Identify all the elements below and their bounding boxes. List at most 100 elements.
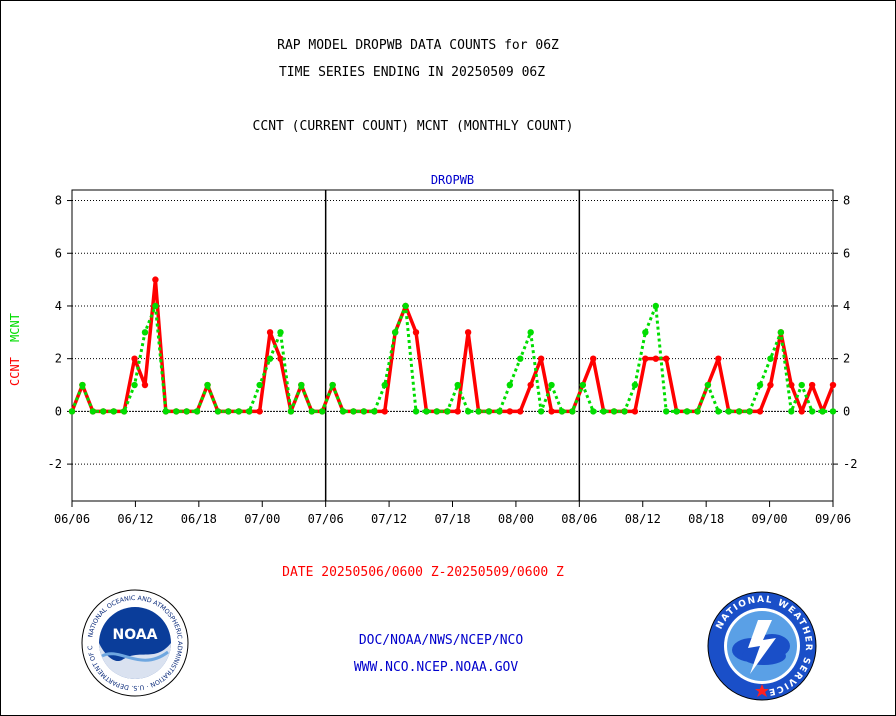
data-point-mcnt <box>569 408 576 415</box>
data-point-mcnt <box>829 408 837 415</box>
data-point-mcnt <box>350 408 357 415</box>
data-point-mcnt <box>454 381 461 389</box>
data-point-ccnt <box>652 355 659 362</box>
data-point-ccnt <box>506 408 514 415</box>
data-point-mcnt <box>600 408 607 415</box>
data-point-ccnt <box>256 408 263 415</box>
data-point-mcnt <box>631 381 639 389</box>
plot-title: DROPWB <box>431 173 474 187</box>
data-point-mcnt <box>89 408 97 415</box>
data-point-mcnt <box>579 381 587 389</box>
plot-frame <box>71 189 834 502</box>
data-point-mcnt <box>517 355 524 362</box>
y-tick-label-left: 4 <box>55 299 62 313</box>
y-tick-label-right: 2 <box>843 352 850 366</box>
data-point-ccnt <box>548 408 555 415</box>
data-point-mcnt <box>308 408 315 415</box>
data-point-mcnt <box>152 302 159 310</box>
x-tick-label: 07/12 <box>371 512 407 526</box>
data-point-mcnt <box>193 408 201 415</box>
data-point-mcnt <box>423 408 430 415</box>
data-point-ccnt <box>454 408 461 415</box>
y-tick-label-right: 8 <box>843 194 850 208</box>
data-point-ccnt <box>141 381 149 389</box>
data-point-mcnt <box>204 381 211 389</box>
data-point-mcnt <box>412 408 420 415</box>
data-point-ccnt <box>715 355 722 362</box>
data-point-mcnt <box>391 329 399 336</box>
data-point-ccnt <box>767 381 774 389</box>
data-point-mcnt <box>433 408 441 415</box>
data-point-mcnt <box>735 408 743 415</box>
website-link[interactable]: WWW.NCO.NCEP.NOAA.GOV <box>353 660 519 675</box>
series-line-ccnt <box>70 277 835 414</box>
data-point-mcnt <box>673 408 680 415</box>
data-point-mcnt <box>683 408 691 415</box>
agency-label: DOC/NOAA/NWS/NCEP/NCO <box>358 633 524 648</box>
data-point-mcnt <box>694 408 701 415</box>
data-point-ccnt <box>537 355 545 362</box>
data-point-ccnt <box>829 381 837 389</box>
data-point-mcnt <box>110 408 117 415</box>
data-point-mcnt <box>527 329 534 336</box>
data-point-mcnt <box>652 302 659 310</box>
data-point-mcnt <box>558 408 566 415</box>
data-point-mcnt <box>621 408 628 415</box>
data-point-ccnt <box>642 355 649 362</box>
data-point-mcnt <box>266 355 274 362</box>
data-point-ccnt <box>131 355 138 362</box>
data-point-mcnt <box>756 381 764 389</box>
data-point-ccnt <box>788 381 795 389</box>
x-tick-label: 07/06 <box>308 512 344 526</box>
data-point-ccnt <box>277 355 284 362</box>
data-point-mcnt <box>100 408 107 415</box>
x-tick-label: 08/18 <box>688 512 724 526</box>
data-point-mcnt <box>506 381 514 389</box>
data-point-mcnt <box>725 408 732 415</box>
noaa-logo: NOAA NATIONAL OCEANIC AND ATMOSPHERIC AD… <box>80 588 189 697</box>
data-point-mcnt <box>746 408 753 415</box>
y-tick-label-right: 0 <box>843 404 850 418</box>
y-tick-label-left: 8 <box>55 194 62 208</box>
data-point-ccnt <box>464 329 472 336</box>
data-point-mcnt <box>141 329 149 336</box>
data-point-mcnt <box>485 408 493 415</box>
data-point-ccnt <box>663 355 670 362</box>
data-point-ccnt <box>590 355 597 362</box>
data-point-mcnt <box>590 408 597 415</box>
data-point-mcnt <box>777 329 785 336</box>
data-point-mcnt <box>360 408 368 415</box>
data-point-mcnt <box>173 408 180 415</box>
y-axis-label-mcnt: MCNT <box>8 313 22 342</box>
chart-title-line3: CCNT (CURRENT COUNT) MCNT (MONTHLY COUNT… <box>252 119 574 134</box>
x-tick-label: 06/18 <box>181 512 217 526</box>
x-tick-label: 08/12 <box>625 512 661 526</box>
data-point-mcnt <box>329 381 336 389</box>
y-tick-label-left: -2 <box>48 457 62 471</box>
data-point-mcnt <box>339 408 347 415</box>
data-point-mcnt <box>715 408 722 415</box>
data-point-mcnt <box>120 408 128 415</box>
y-tick-label-left: 0 <box>55 404 62 418</box>
data-point-ccnt <box>517 408 524 415</box>
chart-title-line2: TIME SERIES ENDING IN 20250509 06Z <box>278 65 546 80</box>
data-point-mcnt <box>298 381 305 389</box>
data-point-mcnt <box>496 408 503 415</box>
data-point-ccnt <box>808 381 816 389</box>
data-point-ccnt <box>266 329 274 336</box>
data-point-mcnt <box>819 408 826 415</box>
data-point-ccnt <box>798 408 805 415</box>
data-point-mcnt <box>767 355 774 362</box>
data-point-mcnt <box>68 408 76 415</box>
x-tick-label: 07/18 <box>434 512 470 526</box>
data-point-mcnt <box>642 329 649 336</box>
data-point-mcnt <box>131 381 138 389</box>
data-point-mcnt <box>371 408 378 415</box>
y-tick-label-right: 4 <box>843 299 850 313</box>
y-tick-label-right: 6 <box>843 246 850 260</box>
data-point-mcnt <box>256 381 263 389</box>
data-point-ccnt <box>756 408 764 415</box>
x-tick-label: 08/06 <box>561 512 597 526</box>
data-point-mcnt <box>444 408 451 415</box>
y-tick-label-right: -2 <box>843 457 857 471</box>
